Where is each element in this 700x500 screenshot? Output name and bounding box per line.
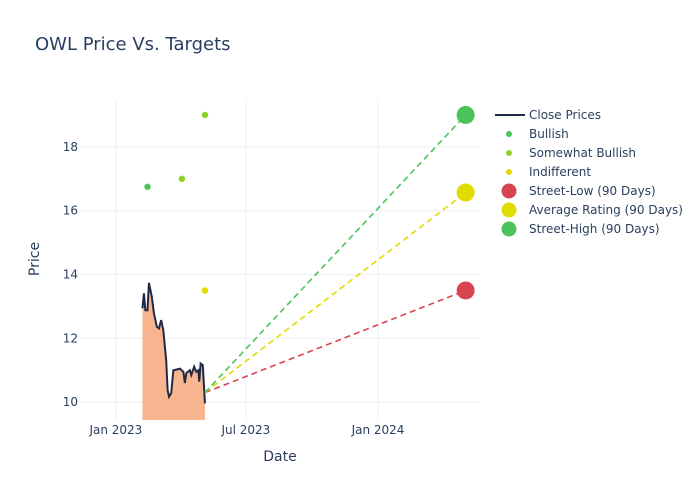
legend-dot (506, 131, 512, 137)
y-tick-label: 12 (63, 331, 78, 345)
target-marker (456, 281, 475, 300)
legend-label: Street-High (90 Days) (529, 222, 660, 236)
legend-dot (501, 183, 517, 199)
y-tick-label: 16 (63, 204, 78, 218)
x-axis-title: Date (263, 449, 296, 465)
legend-label: Close Prices (529, 108, 601, 122)
y-tick-label: 10 (63, 395, 78, 409)
y-tick-label: 14 (63, 268, 78, 282)
grid (80, 100, 480, 420)
axis-ticks: 10 12 14 16 18 Jan 2023 Jul 2023 Jan 2024 (63, 140, 405, 437)
chart-title: OWL Price Vs. Targets (35, 34, 231, 55)
legend-label: Indifferent (529, 165, 591, 179)
close-price-area (142, 282, 205, 420)
target-marker (456, 105, 475, 124)
legend-label: Bullish (529, 127, 569, 141)
x-tick-label: Jan 2023 (88, 423, 142, 437)
y-tick-label: 18 (63, 140, 78, 154)
legend-label: Somewhat Bullish (529, 146, 636, 160)
close-price-line (141, 282, 206, 404)
legend-label: Street-Low (90 Days) (529, 184, 656, 198)
y-axis-title: Price (27, 242, 43, 276)
target-marker (456, 183, 475, 202)
x-tick-label: Jul 2023 (220, 423, 270, 437)
rating-point (201, 111, 209, 119)
target-line (204, 289, 466, 394)
legend-dot (501, 221, 517, 237)
rating-point (178, 175, 186, 183)
x-tick-label: Jan 2024 (351, 423, 405, 437)
rating-point (201, 287, 209, 294)
rating-point (144, 183, 151, 190)
legend-dot (506, 169, 512, 175)
legend-dot (506, 150, 512, 156)
legend-label: Average Rating (90 Days) (529, 203, 683, 217)
plot-area (141, 105, 475, 420)
legend: Close Prices Bullish Somewhat Bullish Indif… (495, 108, 683, 237)
target-line (204, 191, 467, 394)
legend-dot (501, 202, 517, 218)
target-line (204, 114, 467, 394)
